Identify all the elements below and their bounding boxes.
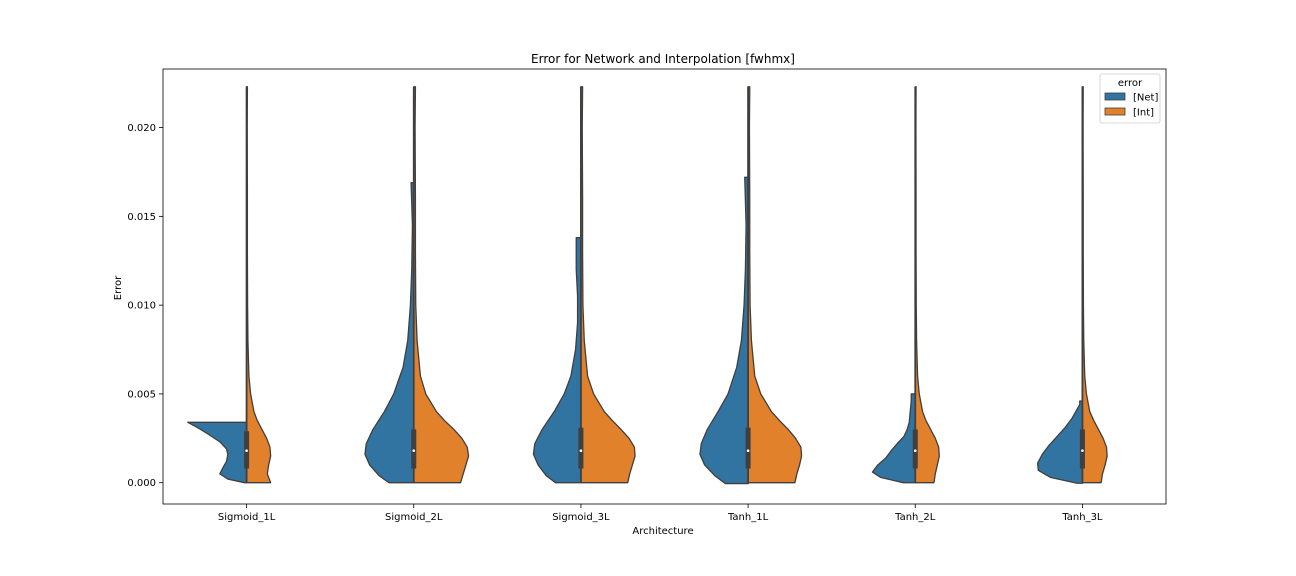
violin-net-sigmoid-1l (187, 421, 248, 484)
legend-label-net: [Net] (1133, 93, 1158, 104)
x-tick-label: Sigmoid_2L (385, 512, 443, 523)
median-dot (579, 449, 583, 453)
violin-net-sigmoid-2l (364, 181, 415, 484)
violin-layer (187, 86, 1108, 485)
iqr-box (578, 427, 584, 469)
violin-int-tanh-2l (914, 86, 940, 484)
violin-int-sigmoid-3l (580, 86, 636, 484)
x-axis-label: Architecture (632, 526, 693, 537)
iqr-box (745, 427, 751, 469)
y-tick-label: 0.020 (127, 123, 156, 134)
violin-int-sigmoid-2l (413, 86, 470, 484)
legend-title: error (1118, 78, 1143, 89)
violin-net-tanh-2l (871, 393, 916, 484)
x-tick-label: Sigmoid_1L (218, 512, 276, 523)
violin-int-sigmoid-1l (245, 86, 272, 484)
violin-net-tanh-3l (1036, 400, 1084, 484)
x-tick-label: Tanh_1L (727, 512, 769, 523)
y-tick-label: 0.005 (127, 389, 156, 400)
x-axis: Sigmoid_1L Sigmoid_2L Sigmoid_3L Tanh_1L Tan… (218, 504, 1103, 523)
median-dot (245, 449, 248, 453)
plot-frame (162, 68, 1167, 505)
y-axis: 0.000 0.005 0.010 0.015 0.020 (127, 123, 163, 489)
violin-net-sigmoid-3l (532, 237, 582, 484)
y-axis-label: Error (113, 275, 124, 300)
legend: error [Net] [Int] (1099, 73, 1161, 124)
y-tick-label: 0.010 (127, 301, 156, 312)
chart-title: Error for Network and Interpolation [fwh… (531, 52, 795, 66)
x-tick-label: Tanh_2L (894, 512, 936, 523)
legend-swatch-int (1104, 107, 1126, 116)
median-dot (746, 449, 750, 453)
median-dot (1081, 449, 1084, 453)
y-tick-label: 0.015 (127, 212, 156, 223)
violin-int-tanh-1l (747, 86, 803, 484)
legend-swatch-net (1104, 92, 1126, 101)
x-tick-label: Sigmoid_3L (552, 512, 610, 523)
violin-net-tanh-1l (699, 176, 749, 485)
legend-label-int: [Int] (1133, 108, 1154, 119)
violin-int-tanh-3l (1081, 86, 1108, 484)
y-tick-label: 0.000 (127, 478, 156, 489)
median-dot (412, 449, 416, 453)
iqr-box (411, 429, 417, 469)
median-dot (913, 449, 917, 453)
x-tick-label: Tanh_3L (1061, 512, 1103, 523)
iqr-box (1079, 429, 1085, 469)
box-layer (244, 86, 1085, 484)
iqr-box (912, 429, 918, 469)
